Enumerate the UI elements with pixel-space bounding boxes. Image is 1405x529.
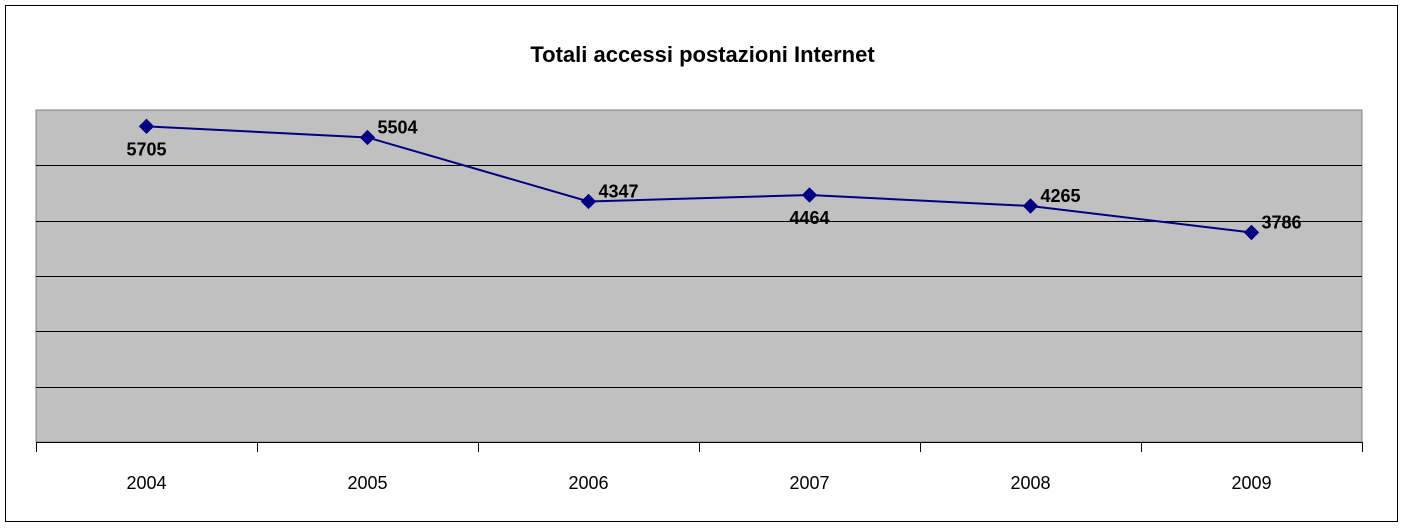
data-point-marker	[1243, 224, 1260, 241]
data-label: 5705	[126, 139, 166, 159]
data-point-marker	[801, 187, 818, 203]
x-tick-label: 2004	[126, 473, 166, 493]
data-point-marker	[1022, 198, 1039, 214]
data-label: 4265	[1041, 186, 1081, 206]
data-point-marker	[138, 118, 155, 135]
x-tick-label: 2008	[1010, 473, 1050, 493]
data-point-marker	[580, 193, 597, 210]
x-tick-label: 2005	[347, 473, 387, 493]
data-point-marker	[359, 129, 376, 146]
series-layer	[138, 118, 1260, 241]
x-tick-label: 2007	[789, 473, 829, 493]
data-label: 4464	[789, 208, 829, 228]
data-labels: 5705 5504 4347 4464 4265 3786	[126, 117, 1301, 232]
chart-title: Totali accessi postazioni Internet	[530, 42, 875, 67]
data-label: 3786	[1262, 213, 1302, 233]
gridlines	[36, 165, 1362, 388]
data-label: 5504	[378, 117, 418, 137]
x-axis: 2004 2005 2006 2007 2008 2009	[36, 442, 1363, 493]
series-line	[146, 125, 1252, 234]
x-tick-label: 2009	[1231, 473, 1271, 493]
data-label: 4347	[599, 181, 639, 201]
x-tick-label: 2006	[568, 473, 608, 493]
